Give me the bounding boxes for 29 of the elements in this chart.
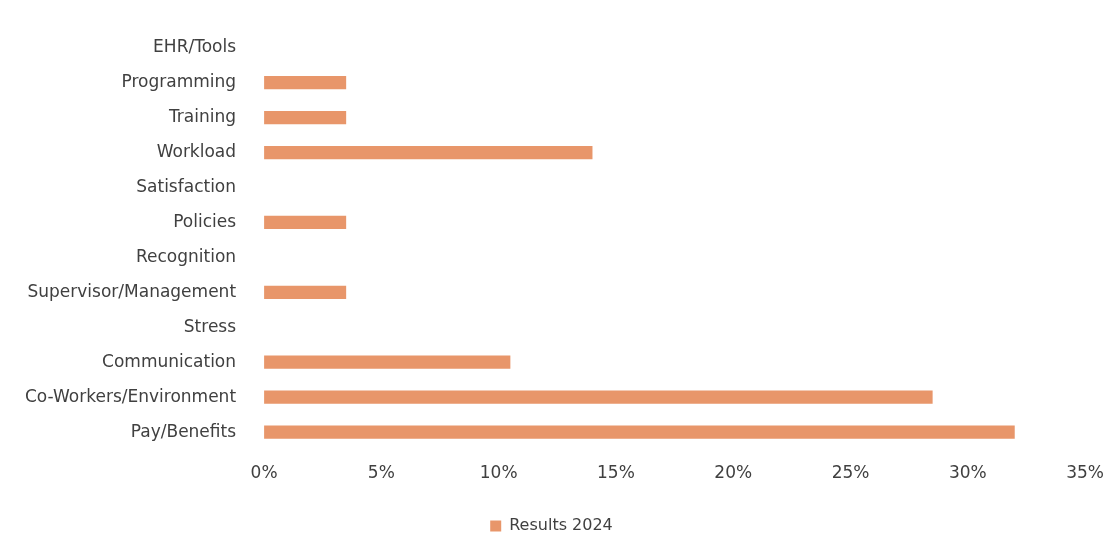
x-tick-label: 10% [479,462,518,483]
y-tick-label: Workload [156,140,237,161]
y-tick-label: Communication [102,350,237,371]
bar [264,215,347,230]
x-tick-label: 15% [597,462,635,483]
bar [264,75,347,90]
x-tick-label: 5% [367,462,395,483]
bar [264,145,593,160]
y-tick-label: Policies [173,210,237,231]
y-tick-label: Recognition [135,245,237,266]
x-tick-label: 25% [831,462,870,483]
y-tick-label: Pay/Benefits [130,420,237,441]
legend-label: Results 2024 [509,515,613,535]
x-tick-label: 0% [250,462,278,483]
y-tick-label: Co-Workers/Environment [24,385,237,406]
y-tick-label: Supervisor/Management [27,280,237,301]
bar [264,110,347,125]
y-tick-label: Programming [121,71,237,92]
bar [264,390,933,404]
y-tick-label: Satisfaction [136,175,237,196]
y-tick-label: Training [167,106,237,126]
bar [264,425,1015,439]
y-tick-label: EHR/Tools [153,36,237,57]
x-tick-label: 30% [948,462,987,483]
x-tick-label: 35% [1066,462,1105,483]
bar [264,285,347,299]
y-tick-label: Stress [183,315,237,336]
x-tick-label: 20% [714,462,753,483]
bar [264,355,511,369]
